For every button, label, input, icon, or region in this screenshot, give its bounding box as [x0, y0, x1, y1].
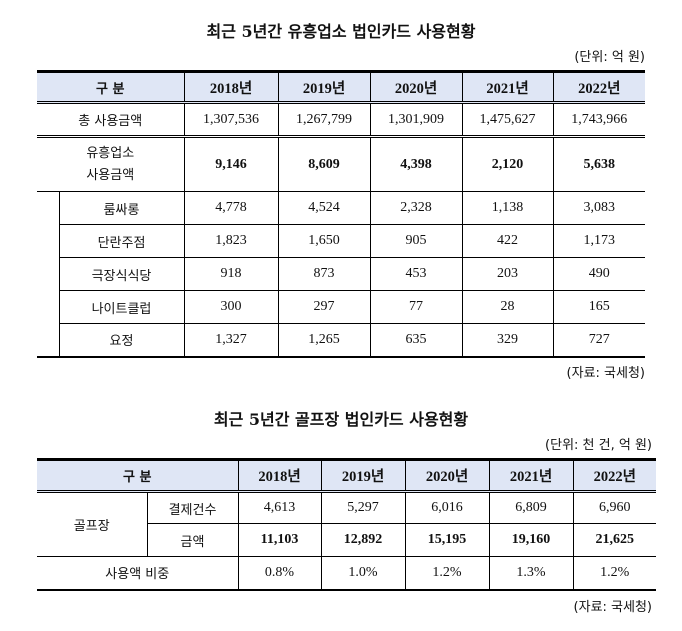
- cell: 1,138: [461, 191, 554, 225]
- table2-title: 최근 5년간 골프장 법인카드 사용현황: [213, 410, 469, 429]
- cell: 2,328: [369, 191, 463, 225]
- header-year: 2021년: [461, 70, 554, 104]
- table2-source: (자료: 국세청): [573, 600, 652, 615]
- cell: 873: [277, 257, 371, 291]
- table2-unit: (단위: 천 건, 억 원): [545, 438, 652, 453]
- header-year: 2020년: [369, 70, 463, 104]
- table-row: 사용액 비중 0.8% 1.0% 1.2% 1.3% 1.2%: [37, 556, 656, 591]
- row-label: 금액: [147, 523, 239, 557]
- cell: 203: [461, 257, 554, 291]
- cell: 4,613: [237, 491, 322, 524]
- table-row: 나이트클럽 300 297 77 28 165: [37, 290, 645, 324]
- cell: 905: [369, 224, 463, 258]
- cell: 5,638: [552, 136, 645, 192]
- cell: 15,195: [404, 523, 490, 557]
- cell: 11,103: [237, 523, 322, 557]
- header-year: 2018년: [183, 70, 279, 104]
- row-label: 사용액 비중: [37, 556, 239, 591]
- cell: 4,778: [183, 191, 279, 225]
- cell: 0.8%: [237, 556, 322, 591]
- cell: 21,625: [572, 523, 656, 557]
- cell: 28: [461, 290, 554, 324]
- cell: 4,398: [369, 136, 463, 192]
- cell: 635: [369, 323, 463, 358]
- cell: 5,297: [320, 491, 406, 524]
- group-label: 골프장: [37, 491, 148, 557]
- table-row: 총 사용금액 1,307,536 1,267,799 1,301,909 1,4…: [37, 102, 645, 138]
- cell: 1.2%: [404, 556, 490, 591]
- cell: 727: [552, 323, 645, 358]
- table-header-row: 구 분 2018년 2019년 2020년 2021년 2022년: [37, 70, 645, 104]
- cell: 453: [369, 257, 463, 291]
- table-header-row: 구 분 2018년 2019년 2020년 2021년 2022년: [37, 458, 656, 493]
- cell: 6,960: [572, 491, 656, 524]
- cell: 1.3%: [488, 556, 574, 591]
- cell: 2,120: [461, 136, 554, 192]
- cell: 3,083: [552, 191, 645, 225]
- cell: 422: [461, 224, 554, 258]
- header-category: 구 분: [37, 70, 185, 104]
- header-year: 2019년: [320, 458, 406, 493]
- cell: 1,173: [552, 224, 645, 258]
- cell: 1,307,536: [183, 102, 279, 138]
- cell: 19,160: [488, 523, 574, 557]
- cell: 1,823: [183, 224, 279, 258]
- cell: 1,267,799: [277, 102, 371, 138]
- cell: 12,892: [320, 523, 406, 557]
- table-row: 극장식식당 918 873 453 203 490: [37, 257, 645, 291]
- label-line2: 사용금액: [86, 167, 135, 183]
- cell: 329: [461, 323, 554, 358]
- header-year: 2019년: [277, 70, 371, 104]
- table1-source: (자료: 국세청): [566, 366, 645, 381]
- cell: 6,016: [404, 491, 490, 524]
- cell: 1,475,627: [461, 102, 554, 138]
- cell: 1.2%: [572, 556, 656, 591]
- cell: 297: [277, 290, 371, 324]
- cell: 77: [369, 290, 463, 324]
- venue-usage-table: 구 분 2018년 2019년 2020년 2021년 2022년 총 사용금액…: [37, 70, 645, 358]
- cell: 918: [183, 257, 279, 291]
- row-label: 결제건수: [146, 491, 239, 524]
- header-category: 구 분: [37, 458, 239, 493]
- table-row: 요정 1,327 1,265 635 329 727: [37, 323, 645, 358]
- cell: 1,327: [183, 323, 279, 358]
- row-label: 나이트클럽: [59, 290, 185, 324]
- cell: 490: [552, 257, 645, 291]
- cell: 300: [183, 290, 279, 324]
- table1-title: 최근 5년간 유흥업소 법인카드 사용현황: [206, 22, 476, 41]
- table1-unit: (단위: 억 원): [574, 50, 645, 65]
- golf-usage-table: 구 분 2018년 2019년 2020년 2021년 2022년 골프장 결제…: [37, 458, 656, 591]
- cell: 1,650: [277, 224, 371, 258]
- cell: 6,809: [488, 491, 574, 524]
- cell: 1.0%: [320, 556, 406, 591]
- header-year: 2022년: [572, 458, 656, 493]
- label-line1: 유흥업소: [86, 145, 135, 161]
- header-year: 2018년: [237, 458, 322, 493]
- row-label: 극장식식당: [59, 257, 185, 291]
- table-row: 단란주점 1,823 1,650 905 422 1,173: [37, 224, 645, 258]
- indent-cell: [37, 191, 60, 358]
- cell: 1,301,909: [369, 102, 463, 138]
- table-row: 룸싸롱 4,778 4,524 2,328 1,138 3,083: [37, 191, 645, 358]
- cell: 4,524: [277, 191, 371, 225]
- cell: 8,609: [277, 136, 371, 192]
- table-row: 골프장 결제건수 4,613 5,297 6,016 6,809 6,960: [37, 491, 656, 557]
- row-label: 룸싸롱: [58, 191, 185, 225]
- cell: 9,146: [183, 136, 279, 192]
- header-year: 2021년: [488, 458, 574, 493]
- row-label: 단란주점: [59, 224, 185, 258]
- cell: 1,265: [277, 323, 371, 358]
- header-year: 2022년: [552, 70, 645, 104]
- cell: 1,743,966: [552, 102, 645, 138]
- row-label: 총 사용금액: [37, 102, 185, 138]
- cell: 165: [552, 290, 645, 324]
- row-label: 요정: [59, 323, 185, 358]
- header-year: 2020년: [404, 458, 490, 493]
